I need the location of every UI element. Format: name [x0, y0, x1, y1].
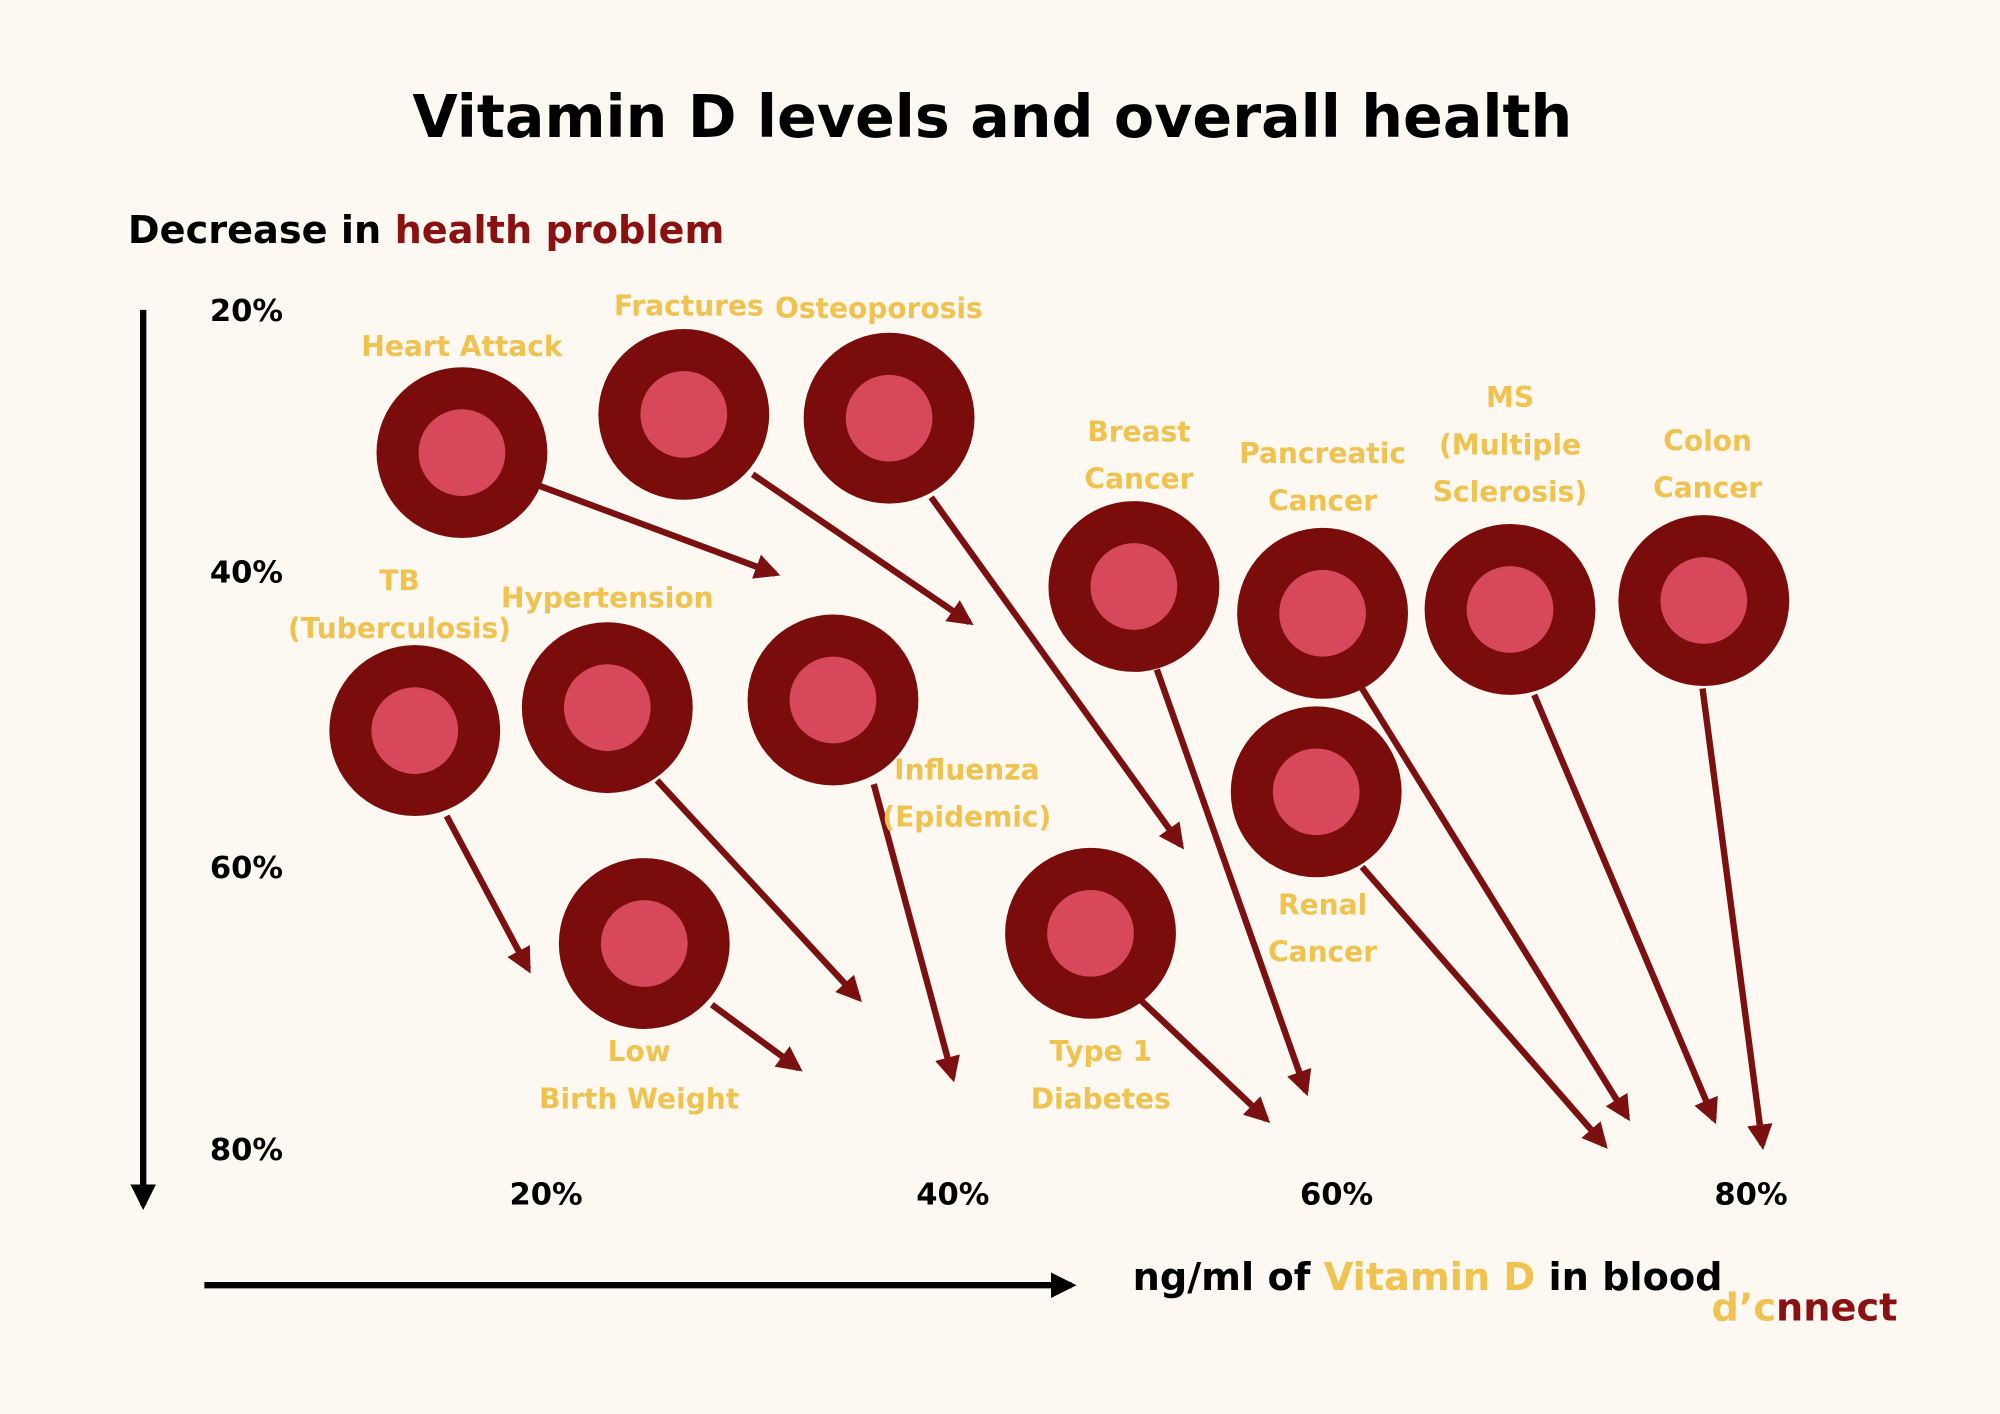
- x-axis-highlight: Vitamin D: [1324, 1254, 1535, 1299]
- logo-end: nnect: [1776, 1285, 1897, 1330]
- item-label: Cancer: [1084, 463, 1193, 496]
- item-label: Osteoporosis: [775, 292, 983, 325]
- arrow: [928, 495, 1185, 850]
- icon-glyph: [1466, 566, 1554, 653]
- item-label: Diabetes: [1031, 1082, 1171, 1115]
- item-label: Hypertension: [501, 581, 714, 614]
- content: 20% 40% 60% 80% 20% 40% 60% 80% Heart Attack Frac…: [210, 289, 1790, 1212]
- item-label: Fractures: [614, 289, 764, 322]
- arrow: [870, 783, 960, 1083]
- icon-glyph: [789, 656, 877, 744]
- y-tick-label: 20%: [210, 294, 283, 329]
- arrow: [750, 471, 974, 626]
- arrow: [1531, 693, 1718, 1125]
- item-label: Cancer: [1653, 472, 1762, 505]
- logo: d’cnnect: [1711, 1285, 1897, 1330]
- icon-glyph: [845, 374, 933, 462]
- item-label: Type 1: [1049, 1035, 1151, 1068]
- icon-glyph: [1090, 543, 1178, 630]
- item-label: Influenza: [894, 753, 1039, 786]
- icon-glyph: [371, 687, 459, 774]
- icon-glyph: [600, 900, 688, 987]
- item-label: Low: [608, 1035, 671, 1068]
- item-label: Colon: [1663, 424, 1752, 457]
- arrow: [534, 481, 781, 579]
- x-tick-label: 20%: [509, 1177, 582, 1212]
- y-axis-label: Decrease in health problem: [128, 208, 724, 253]
- title: Vitamin D levels and overall health: [412, 83, 1572, 151]
- x-axis-label-end: in blood: [1548, 1254, 1722, 1299]
- y-tick-label: 60%: [210, 851, 283, 886]
- y-axis-highlight: health problem: [395, 208, 725, 253]
- icon-glyph: [418, 409, 506, 496]
- item-label: Renal: [1278, 889, 1367, 922]
- item-label: Pancreatic: [1239, 437, 1406, 470]
- item-label: Sclerosis): [1433, 475, 1587, 508]
- arrow: [443, 814, 532, 974]
- icon-glyph: [640, 371, 728, 458]
- arrow: [1139, 998, 1271, 1123]
- icon-glyph: [1660, 557, 1748, 644]
- item-label: MS: [1486, 381, 1534, 414]
- item-label: Heart Attack: [361, 330, 563, 363]
- arrow: [654, 778, 862, 1003]
- logo-start: d’c: [1711, 1285, 1776, 1330]
- icon-glyph: [1272, 748, 1360, 836]
- arrow: [709, 1002, 803, 1072]
- icon-glyph: [1047, 889, 1134, 977]
- item-label: Birth Weight: [539, 1082, 739, 1115]
- item-label: Cancer: [1268, 484, 1377, 517]
- arrow: [1359, 686, 1631, 1122]
- y-axis-label-text: Decrease in: [128, 208, 381, 253]
- x-tick-label: 40%: [916, 1177, 989, 1212]
- arrow: [1359, 864, 1608, 1149]
- x-axis-label-text: ng/ml of: [1133, 1254, 1311, 1299]
- icon-glyph: [1279, 569, 1366, 657]
- item-label: Cancer: [1268, 936, 1377, 969]
- x-axis-label: ng/ml of Vitamin D in blood: [1133, 1254, 1723, 1299]
- x-tick-label: 80%: [1714, 1177, 1787, 1212]
- arrow: [1699, 688, 1773, 1151]
- item-label: (Tuberculosis): [288, 612, 511, 645]
- y-tick-label: 80%: [210, 1133, 283, 1168]
- arrow: [1153, 668, 1312, 1097]
- y-tick-label: 40%: [210, 555, 283, 590]
- x-tick-label: 60%: [1300, 1177, 1373, 1212]
- item-label: (Epidemic): [882, 801, 1051, 834]
- item-label: (Multiple: [1439, 428, 1581, 461]
- icon-glyph: [563, 664, 651, 751]
- item-label: TB: [379, 565, 420, 598]
- item-label: Breast: [1087, 416, 1190, 449]
